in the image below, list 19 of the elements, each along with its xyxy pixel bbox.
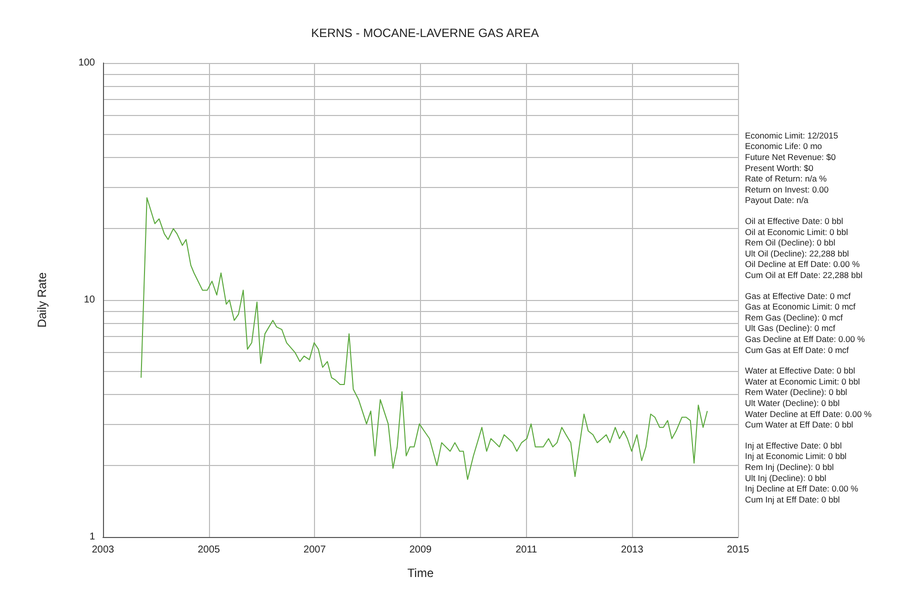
x-tick-label: 2013 bbox=[621, 544, 644, 556]
x-tick-label: 2005 bbox=[198, 544, 220, 556]
text: Economic Limit: 12/2015 Economic Life: 0 mo Future Net Revenue: $0 Present Worth: $0 Rate of Return: n/a % Return on Invest: 0.00 Payout Date: n/a bbox=[745, 130, 838, 206]
y-axis-title: Daily Rate bbox=[35, 272, 49, 328]
y-tick-label: 10 bbox=[84, 294, 96, 306]
x-tick-label: 2003 bbox=[92, 544, 115, 556]
text: Water at Effective Date: 0 bbl Water at Economic Limit: 0 bbl Rem Water (Decline): 0 bbl Ult Water (Decline): 0 bbl Water Decline at Eff Date: 0.00 % Cum Water at Eff Date: 0 bbl bbox=[745, 366, 872, 430]
text: Gas at Effective Date: 0 mcf Gas at Economic Limit: 0 mcf Rem Gas (Decline): 0 mcf Ult Gas (Decline): 0 mcf Gas Decline at Eff Date: 0.00 % Cum Gas at Eff Date: 0 mcf bbox=[745, 290, 866, 355]
x-tick-label: 2015 bbox=[726, 544, 750, 556]
y-tick-label: 100 bbox=[78, 58, 96, 68]
chart-title: KERNS - MOCANE-LAVERNE GAS AREA bbox=[311, 26, 539, 40]
x-tick-label: 2009 bbox=[409, 544, 432, 556]
x-tick-label: 2011 bbox=[516, 544, 538, 556]
x-axis-title: Time bbox=[407, 566, 434, 580]
text: Inj at Effective Date: 0 bbl Inj at Economic Limit: 0 bbl Rem Inj (Decline): 0 bbl Ult Inj (Decline): 0 bbl Inj Decline at Eff Date: 0.00 % Cum Inj at Eff Date: 0 bbl bbox=[745, 440, 859, 504]
text: Oil at Effective Date: 0 bbl Oil at Economic Limit: 0 bbl Rem Oil (Decline): 0 bbl Ult Oil (Decline): 22,288 bbl Oil Decline at Eff Date: 0.00 % Cum Oil at Eff Date: 22,288 bbl bbox=[745, 216, 863, 280]
line-series bbox=[140, 197, 708, 480]
y-tick-label: 1 bbox=[89, 532, 96, 542]
x-tick-label: 2007 bbox=[304, 544, 326, 556]
